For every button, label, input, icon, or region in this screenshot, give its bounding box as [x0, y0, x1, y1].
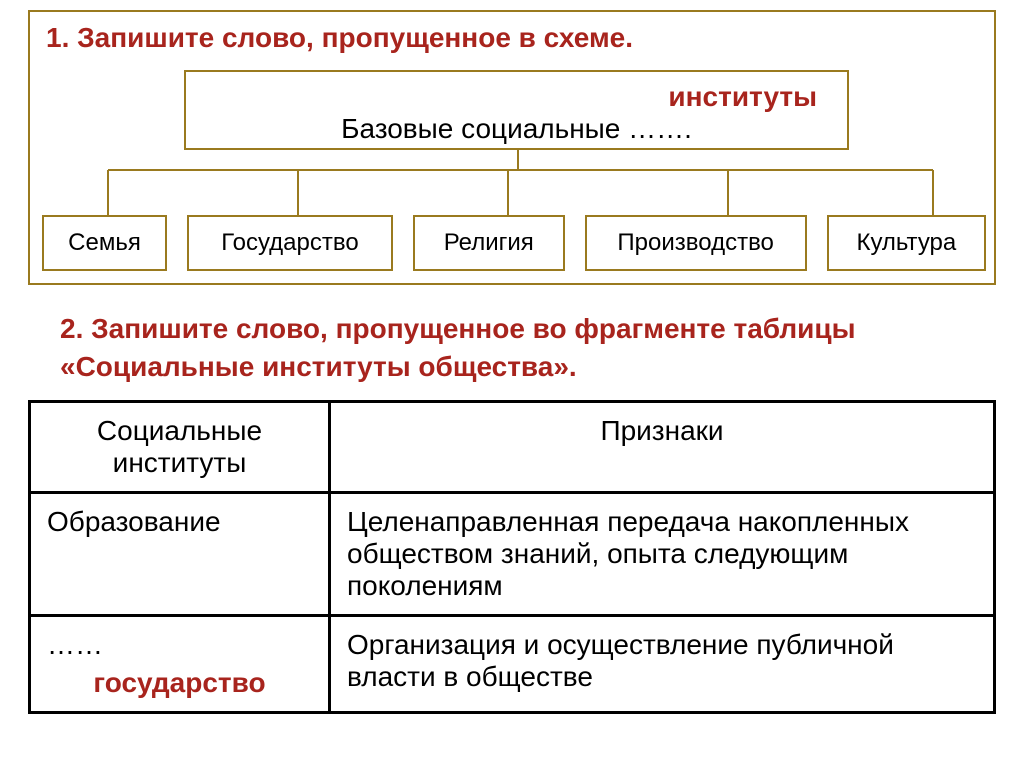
q2-header-1: Социальные институты — [30, 402, 330, 493]
q1-child-4: Производство — [585, 215, 807, 271]
table-row: Образование Целенаправленная передача на… — [30, 493, 995, 616]
q2-r1c2: Целенаправленная передача накопленных об… — [330, 493, 995, 616]
q2-r2-dots: …… — [47, 629, 103, 660]
q2-r2-answer: государство — [47, 667, 312, 699]
q2-header-2: Признаки — [330, 402, 995, 493]
q2-table: Социальные институты Признаки Образовани… — [28, 400, 996, 714]
q2-r2c1: …… государство — [30, 616, 330, 713]
q2-r2c2: Организация и осуществление публичной вл… — [330, 616, 995, 713]
q2-title: 2. Запишите слово, пропущенное во фрагме… — [60, 310, 960, 386]
table-row: …… государство Организация и осуществлен… — [30, 616, 995, 713]
q1-child-1: Семья — [42, 215, 167, 271]
q1-children-row: Семья Государство Религия Производство К… — [42, 215, 986, 271]
q1-answer: институты — [668, 80, 817, 114]
q1-child-3: Религия — [413, 215, 565, 271]
q1-top-label: Базовые социальные ……. — [186, 112, 847, 146]
q1-child-2: Государство — [187, 215, 393, 271]
q1-child-5: Культура — [827, 215, 986, 271]
table-row: Социальные институты Признаки — [30, 402, 995, 493]
q1-title: 1. Запишите слово, пропущенное в схеме. — [46, 22, 633, 54]
q2-r1c1: Образование — [30, 493, 330, 616]
q1-top-box: институты Базовые социальные ……. — [184, 70, 849, 150]
